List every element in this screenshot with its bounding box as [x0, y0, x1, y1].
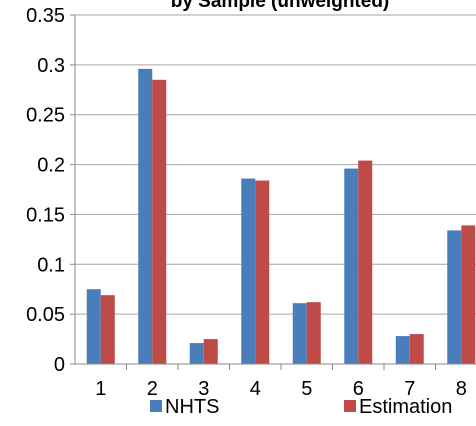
- y-tick-labels: 0 0.05 0.1 0.15 0.2 0.25 0.3 0.35: [26, 5, 65, 376]
- bar-estimation-3: [203, 339, 218, 364]
- bar-estimation-4: [255, 180, 270, 364]
- bar-nhts-8: [447, 230, 462, 364]
- y-tick-label: 0.15: [26, 204, 65, 226]
- y-tick-label: 0.1: [37, 254, 65, 276]
- bar-nhts-2: [138, 68, 153, 365]
- bar-nhts-6: [344, 168, 359, 364]
- axes: [70, 14, 476, 370]
- y-tick-label: 0.3: [37, 55, 65, 77]
- bar-nhts-4: [241, 178, 256, 364]
- bar-estimation-7: [409, 334, 424, 364]
- bars: [86, 68, 476, 365]
- gridlines: [75, 14, 476, 315]
- legend-label-estimation: Estimation: [359, 396, 452, 418]
- x-tick-label: 5: [301, 378, 312, 400]
- legend: NHTS Estimation: [150, 396, 452, 418]
- y-tick-label: 0.35: [26, 5, 65, 27]
- bar-estimation-8: [461, 225, 476, 364]
- y-tick-label: 0.05: [26, 304, 65, 326]
- y-tick-label: 0: [54, 354, 65, 376]
- x-tick-label: 7: [404, 378, 415, 400]
- y-tick-label: 0.25: [26, 105, 65, 127]
- bar-nhts-7: [395, 336, 410, 364]
- bar-nhts-3: [189, 343, 204, 364]
- bar-nhts-5: [292, 303, 307, 364]
- y-tick-label: 0.2: [37, 155, 65, 177]
- bar-nhts-1: [86, 289, 101, 364]
- x-tick-label: 4: [250, 378, 261, 400]
- legend-label-nhts: NHTS: [165, 396, 219, 418]
- bar-estimation-2: [152, 79, 167, 365]
- x-tick-label: 8: [456, 378, 467, 400]
- x-tick-labels: 1 2 3 4 5 6 7 8: [95, 378, 467, 400]
- bar-estimation-1: [100, 295, 115, 364]
- x-tick-label: 1: [95, 378, 106, 400]
- x-tick-label: 6: [353, 378, 364, 400]
- x-tick-label: 3: [198, 378, 209, 400]
- legend-swatch-estimation: [344, 400, 356, 412]
- chart-title: by Sample (unweighted): [171, 0, 390, 12]
- legend-swatch-nhts: [150, 400, 162, 412]
- bar-estimation-6: [358, 160, 373, 364]
- bar-estimation-5: [306, 302, 321, 364]
- x-tick-label: 2: [147, 378, 158, 400]
